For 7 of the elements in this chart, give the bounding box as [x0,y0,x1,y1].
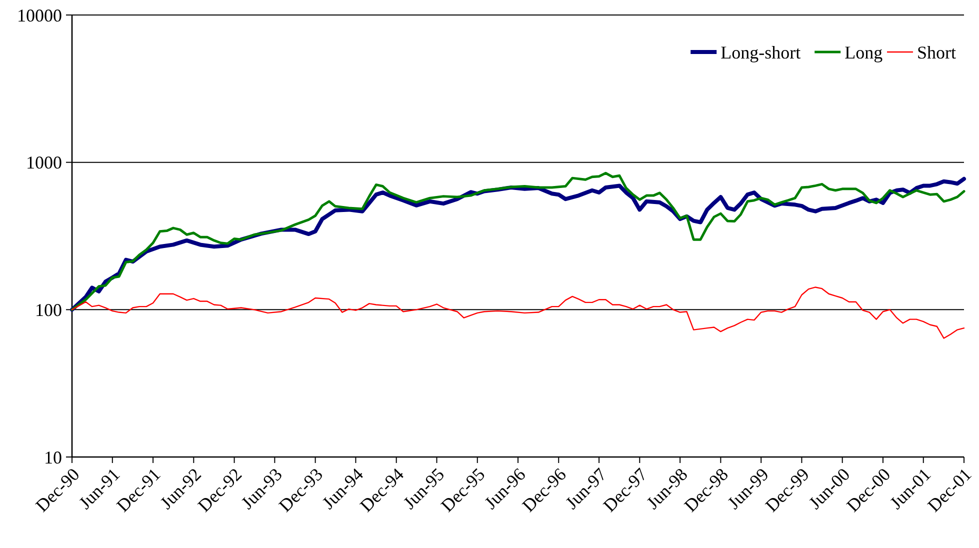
y-tick-label: 10 [44,447,62,468]
y-tick-label: 100 [35,300,62,320]
legend-label: Short [917,42,956,62]
y-tick-label: 1000 [26,152,62,173]
legend-label: Long [844,42,883,62]
y-tick-label: 10000 [17,5,62,26]
legend-label: Long-short [720,42,801,62]
